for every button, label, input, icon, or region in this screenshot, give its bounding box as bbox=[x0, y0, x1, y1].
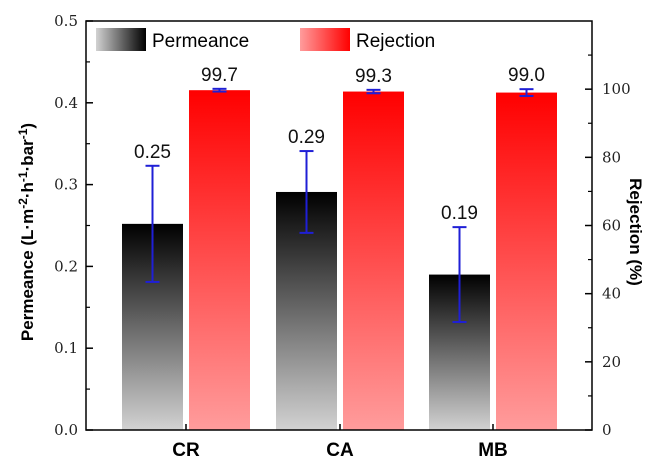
error-bars-group bbox=[145, 87, 534, 324]
legend-swatch-permeance bbox=[96, 28, 146, 51]
data-label-permeance-ca: 0.29 bbox=[288, 127, 325, 148]
category-label-ca: CA bbox=[326, 440, 354, 459]
right-tick-label: 80 bbox=[602, 148, 621, 166]
left-tick-label: 0.5 bbox=[54, 12, 78, 30]
right-tick-label: 0 bbox=[602, 421, 612, 439]
bars-group bbox=[122, 90, 557, 431]
category-label-mb: MB bbox=[478, 440, 508, 459]
legend: Permeance Rejection bbox=[96, 28, 435, 52]
right-axis-ticks: 0 20 40 60 80 100 bbox=[585, 54, 631, 439]
category-labels: CR CA MB bbox=[172, 424, 508, 459]
right-tick-label: 20 bbox=[602, 353, 621, 371]
data-label-permeance-cr: 0.25 bbox=[134, 142, 171, 163]
data-label-rejection-ca: 99.3 bbox=[355, 66, 392, 87]
category-label-cr: CR bbox=[172, 440, 200, 459]
bar-rejection-ca bbox=[343, 91, 404, 431]
left-axis-title: Permeance (L·m-2·h-1·bar-1) bbox=[16, 123, 37, 341]
right-axis-title: Rejection (%) bbox=[626, 178, 645, 286]
left-axis-ticks: 0.0 0.1 0.2 0.3 0.4 0.5 bbox=[54, 12, 93, 439]
left-tick-label: 0.4 bbox=[54, 94, 78, 112]
right-tick-label: 100 bbox=[602, 80, 631, 98]
bar-rejection-mb bbox=[496, 92, 557, 430]
right-tick-label: 40 bbox=[602, 285, 621, 303]
left-tick-label: 0.0 bbox=[54, 421, 78, 439]
legend-label-permeance: Permeance bbox=[152, 31, 249, 52]
data-label-rejection-mb: 99.0 bbox=[508, 65, 545, 86]
left-tick-label: 0.1 bbox=[54, 339, 78, 357]
legend-label-rejection: Rejection bbox=[356, 31, 435, 52]
bar-rejection-cr bbox=[189, 90, 250, 431]
right-tick-label: 60 bbox=[602, 217, 621, 235]
left-tick-label: 0.3 bbox=[54, 176, 78, 194]
left-tick-label: 0.2 bbox=[54, 257, 78, 275]
legend-swatch-rejection bbox=[300, 28, 350, 51]
data-label-permeance-mb: 0.19 bbox=[441, 203, 478, 224]
data-labels-group: 0.25 99.7 0.29 99.3 0.19 99.0 bbox=[134, 65, 545, 224]
data-label-rejection-cr: 99.7 bbox=[201, 65, 238, 86]
